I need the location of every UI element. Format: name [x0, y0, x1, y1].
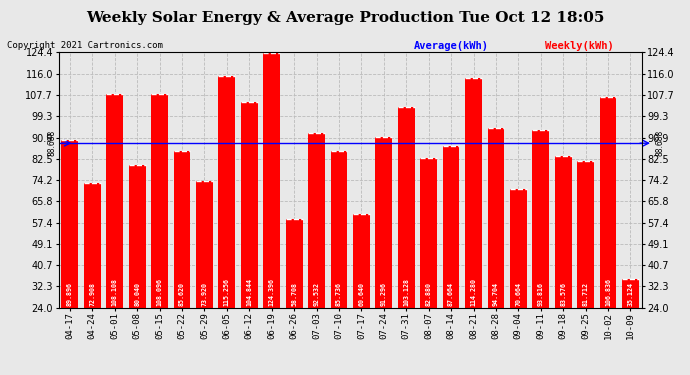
Bar [264, 53, 280, 308]
Bar [600, 97, 616, 308]
Text: 93.816: 93.816 [538, 282, 544, 306]
Bar [151, 94, 168, 308]
Bar [375, 136, 392, 308]
Bar [84, 183, 101, 308]
Bar [353, 214, 370, 308]
Text: 73.920: 73.920 [201, 282, 208, 306]
Text: 70.664: 70.664 [515, 282, 522, 306]
Text: 114.280: 114.280 [471, 278, 477, 306]
Bar [308, 134, 325, 308]
Text: 85.620: 85.620 [179, 282, 185, 306]
Text: 72.908: 72.908 [89, 282, 95, 306]
Bar [420, 158, 437, 308]
Text: 103.128: 103.128 [403, 278, 409, 306]
Bar [510, 189, 526, 308]
Text: 106.836: 106.836 [605, 278, 611, 306]
Text: 108.096: 108.096 [157, 278, 163, 306]
Text: 91.296: 91.296 [381, 282, 387, 306]
Text: 83.576: 83.576 [560, 282, 566, 306]
Bar [174, 151, 190, 308]
Text: Weekly(kWh): Weekly(kWh) [545, 41, 614, 51]
Bar [465, 78, 482, 308]
Text: 58.708: 58.708 [291, 282, 297, 306]
Bar [129, 165, 146, 308]
Text: 82.880: 82.880 [426, 282, 432, 306]
Bar [398, 106, 415, 308]
Text: 87.664: 87.664 [448, 282, 454, 306]
Bar [533, 130, 549, 308]
Text: 81.712: 81.712 [582, 282, 589, 306]
Bar [106, 94, 123, 308]
Bar [196, 181, 213, 308]
Bar [555, 156, 571, 308]
Text: 88.688: 88.688 [48, 130, 57, 156]
Text: 104.844: 104.844 [246, 278, 253, 306]
Text: 88.688: 88.688 [655, 130, 664, 156]
Text: 89.896: 89.896 [67, 282, 73, 306]
Bar [622, 279, 639, 308]
Text: 94.704: 94.704 [493, 282, 499, 306]
Text: 80.040: 80.040 [134, 282, 140, 306]
Text: 85.736: 85.736 [336, 282, 342, 306]
Text: 124.396: 124.396 [268, 278, 275, 306]
Bar [578, 161, 594, 308]
Bar [286, 219, 302, 308]
Text: 115.256: 115.256 [224, 278, 230, 306]
Bar [241, 102, 257, 308]
Text: Average(kWh): Average(kWh) [414, 41, 489, 51]
Text: 108.108: 108.108 [112, 278, 118, 306]
Text: 35.124: 35.124 [627, 282, 633, 306]
Bar [443, 146, 460, 308]
Text: 92.532: 92.532 [313, 282, 319, 306]
Bar [219, 76, 235, 307]
Text: Copyright 2021 Cartronics.com: Copyright 2021 Cartronics.com [7, 41, 163, 50]
Bar [331, 151, 347, 308]
Bar [488, 128, 504, 308]
Bar [61, 140, 78, 308]
Text: 60.640: 60.640 [358, 282, 364, 306]
Text: Weekly Solar Energy & Average Production Tue Oct 12 18:05: Weekly Solar Energy & Average Production… [86, 11, 604, 25]
